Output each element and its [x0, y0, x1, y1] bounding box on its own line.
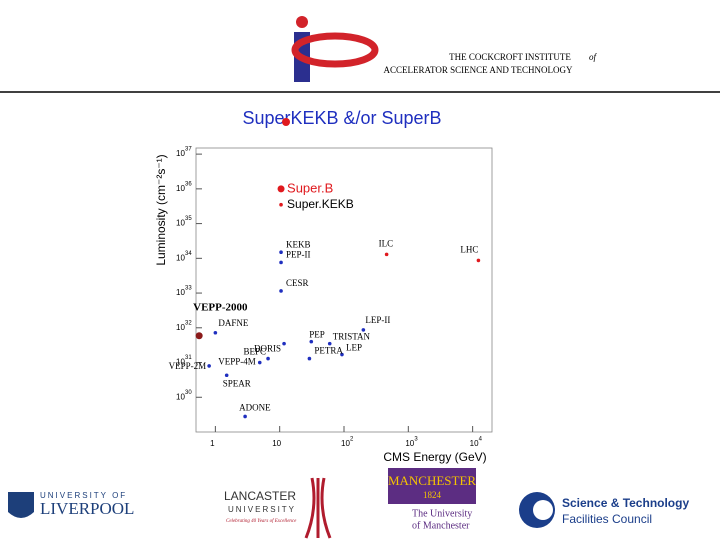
- point-label: CESR: [286, 278, 309, 288]
- data-point: [361, 328, 366, 332]
- data-point: [384, 252, 389, 257]
- data-point: [277, 185, 285, 193]
- logo-text: MANCHESTER: [388, 473, 476, 488]
- tick-exponent: 3: [414, 437, 418, 443]
- y-tick-label: 10: [176, 253, 185, 262]
- logo-text: Celebrating 40 Years of Excellence: [226, 519, 297, 524]
- point-label: VEPP-2000: [193, 301, 248, 313]
- point-label: TRISTAN: [333, 332, 371, 342]
- liverpool-logo: UNIVERSITY OF LIVERPOOL: [8, 491, 134, 518]
- data-point: [266, 356, 270, 361]
- x-axis-label: CMS Energy (GeV): [383, 450, 486, 464]
- data-point: [195, 332, 203, 340]
- data-point: [309, 339, 314, 344]
- tick-exponent: 4: [479, 437, 483, 443]
- logo-text: UNIVERSITY OF: [40, 491, 127, 500]
- point-label: BEPC: [244, 347, 267, 357]
- logo-text: Science & Technology: [562, 496, 689, 510]
- data-point: [257, 360, 262, 365]
- logo-text: LIVERPOOL: [40, 499, 134, 518]
- institute-line-1: THE COCKCROFT INSTITUTE: [449, 52, 571, 62]
- point-label: ILC: [379, 238, 394, 248]
- data-point: [279, 289, 283, 293]
- tick-exponent: 31: [185, 355, 192, 361]
- tick-exponent: 36: [185, 181, 192, 187]
- y-axis-label: Luminosity (cm⁻²s⁻¹): [154, 154, 168, 265]
- point-label: LEP-II: [365, 315, 390, 325]
- plot-frame: [195, 147, 493, 433]
- point-label: DAFNE: [218, 318, 249, 328]
- tick-exponent: 35: [185, 216, 192, 222]
- institute-line-2: ACCELERATOR SCIENCE AND TECHNOLOGY: [384, 65, 573, 75]
- data-point: [207, 364, 211, 368]
- logo-text: LANCASTER: [224, 489, 296, 503]
- logo-text: 1824: [423, 490, 442, 500]
- tick-exponent: 32: [185, 320, 192, 326]
- x-tick-label: 1: [210, 439, 215, 448]
- title-dot: [282, 118, 290, 126]
- logo-text: Facilities Council: [562, 512, 652, 526]
- data-point: [340, 352, 344, 357]
- data-point: [476, 258, 481, 263]
- logo-text: UNIVERSITY: [228, 505, 296, 514]
- cockcroft-logo: [291, 16, 379, 82]
- point-label: DORIS: [254, 344, 281, 354]
- logo-text: of Manchester: [412, 520, 470, 531]
- point-label: LEP: [346, 343, 362, 353]
- point-label: SPEAR: [223, 378, 251, 388]
- tick-exponent: 2: [350, 437, 354, 443]
- data-point: [327, 341, 332, 346]
- stfc-logo: Science & Technology Facilities Council: [519, 492, 689, 528]
- institute-of: of: [589, 52, 598, 62]
- y-tick-label: 10: [176, 392, 185, 401]
- y-tick-label: 10: [176, 323, 185, 332]
- point-label: LHC: [460, 244, 478, 254]
- lancaster-logo: LANCASTER UNIVERSITY Celebrating 40 Year…: [224, 477, 332, 539]
- legend-label: Super.B: [287, 180, 333, 195]
- x-tick-label: 10: [341, 439, 350, 448]
- x-tick-label: 10: [405, 439, 414, 448]
- legend-label: Super.KEKB: [287, 197, 354, 211]
- x-tick-label: 10: [272, 439, 281, 448]
- logo-text: The University: [412, 508, 472, 519]
- data-point: [279, 202, 283, 207]
- tick-exponent: 33: [185, 286, 192, 292]
- y-tick-label: 10: [176, 219, 185, 228]
- data-point: [307, 356, 312, 361]
- data-point: [243, 414, 247, 419]
- y-tick-label: 10: [176, 358, 185, 367]
- point-label: KEKB: [286, 239, 311, 249]
- tick-exponent: 37: [185, 147, 192, 153]
- point-label: PEP-II: [286, 250, 311, 260]
- y-tick-label: 10: [176, 149, 185, 158]
- tick-exponent: 30: [185, 390, 192, 396]
- tick-exponent: 34: [185, 251, 192, 257]
- x-tick-label: 10: [470, 439, 479, 448]
- data-point: [213, 330, 218, 335]
- point-label: VEPP-4M: [218, 357, 256, 367]
- y-tick-label: 10: [176, 288, 185, 297]
- point-label: PEP: [309, 330, 325, 340]
- point-label: VEPP-2M: [169, 361, 207, 371]
- y-tick-label: 10: [176, 184, 185, 193]
- data-point: [279, 260, 283, 265]
- point-label: PETRA: [314, 346, 343, 356]
- chart-title: SuperKEKB &/or SuperB: [242, 108, 441, 128]
- data-point: [224, 373, 229, 378]
- data-point: [279, 250, 283, 255]
- point-label: ADONE: [239, 403, 271, 413]
- manchester-logo: MANCHESTER 1824 The University of Manche…: [388, 468, 476, 531]
- data-point: [282, 341, 286, 346]
